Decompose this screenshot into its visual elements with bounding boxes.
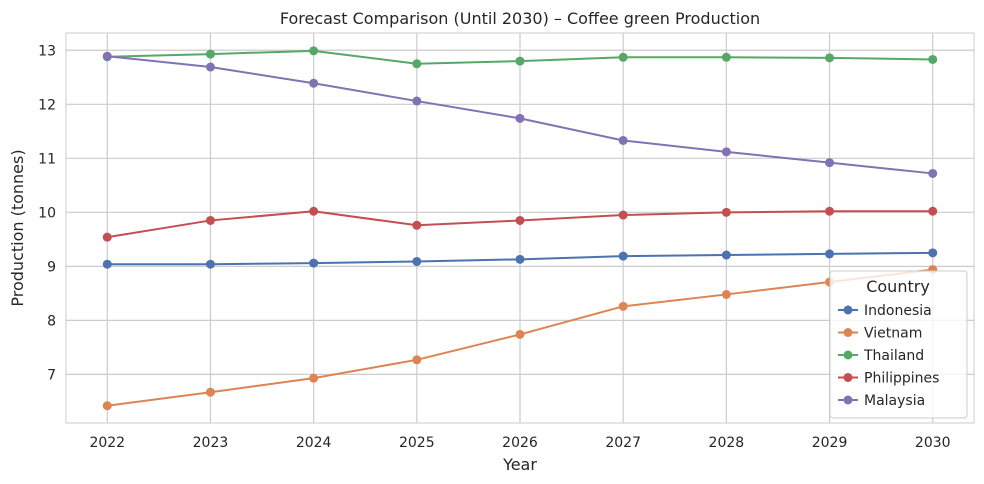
- series-philippines: [102, 206, 938, 242]
- y-tick-label: 7: [47, 367, 56, 383]
- x-tick-label: 2026: [502, 435, 538, 451]
- legend-item-thailand: Thailand: [838, 348, 924, 364]
- data-point: [309, 46, 319, 56]
- data-point: [309, 206, 319, 216]
- chart-title: Forecast Comparison (Until 2030) – Coffe…: [280, 9, 760, 28]
- y-tick-labels: 7 8 9 10 11 12 13: [38, 43, 56, 383]
- legend-label: Philippines: [864, 371, 939, 387]
- data-point: [618, 210, 628, 220]
- data-point: [825, 249, 835, 259]
- data-point: [721, 207, 731, 217]
- legend-item-malaysia: Malaysia: [838, 393, 925, 409]
- data-point: [825, 53, 835, 63]
- data-point: [309, 78, 319, 88]
- x-tick-label: 2027: [605, 435, 641, 451]
- data-point: [412, 96, 422, 106]
- data-point: [412, 220, 422, 230]
- legend-marker: [843, 305, 853, 315]
- y-tick-label: 9: [47, 259, 56, 275]
- legend-label: Vietnam: [864, 326, 922, 342]
- plot-frame: [65, 32, 975, 424]
- y-tick-label: 8: [47, 313, 56, 329]
- legend-items: Indonesia Vietnam Thailand Philippines Malay…: [838, 303, 939, 409]
- x-tick-label: 2024: [296, 435, 332, 451]
- data-point: [721, 147, 731, 157]
- data-point: [721, 52, 731, 62]
- legend-marker: [843, 395, 853, 405]
- legend-item-indonesia: Indonesia: [838, 303, 932, 319]
- data-point: [205, 387, 215, 397]
- legend-marker: [843, 328, 853, 337]
- data-point: [515, 254, 525, 264]
- data-point: [205, 49, 215, 59]
- data-point: [515, 56, 525, 66]
- series-group: [102, 46, 938, 411]
- legend-marker: [843, 373, 853, 382]
- x-axis-title: Year: [502, 455, 537, 474]
- data-point: [618, 301, 628, 311]
- y-tick-label: 13: [38, 43, 56, 59]
- data-point: [102, 51, 112, 61]
- data-point: [102, 259, 112, 269]
- y-tick-label: 12: [38, 97, 56, 113]
- x-tick-label: 2022: [89, 435, 125, 451]
- data-point: [618, 52, 628, 62]
- data-point: [309, 373, 319, 383]
- x-tick-label: 2023: [193, 435, 229, 451]
- series-indonesia: [102, 248, 938, 269]
- data-point: [412, 256, 422, 266]
- data-point: [412, 355, 422, 365]
- data-point: [928, 248, 938, 258]
- data-point: [825, 206, 835, 216]
- legend-box: [829, 270, 968, 419]
- data-point: [515, 113, 525, 123]
- legend-item-philippines: Philippines: [838, 371, 939, 387]
- data-point: [205, 259, 215, 269]
- data-point: [618, 251, 628, 261]
- y-axis-title: Production (tonnes): [8, 149, 27, 306]
- series-malaysia: [102, 51, 938, 178]
- legend-label: Thailand: [863, 348, 924, 364]
- grid: [66, 33, 974, 423]
- data-point: [928, 168, 938, 178]
- data-point: [515, 215, 525, 225]
- data-point: [618, 135, 628, 145]
- y-tick-label: 10: [38, 205, 56, 221]
- legend: Country Indonesia Vietnam Thailand Philippi…: [829, 270, 968, 419]
- y-tick-label: 11: [38, 151, 56, 167]
- legend-label: Indonesia: [864, 303, 932, 319]
- data-point: [825, 158, 835, 168]
- data-point: [102, 401, 112, 411]
- data-point: [515, 329, 525, 339]
- x-tick-label: 2025: [399, 435, 435, 451]
- data-point: [309, 258, 319, 268]
- data-point: [412, 59, 422, 69]
- data-point: [721, 289, 731, 299]
- legend-marker: [843, 350, 853, 360]
- data-point: [928, 54, 938, 64]
- x-tick-label: 2028: [709, 435, 745, 451]
- data-point: [102, 232, 112, 242]
- legend-title: Country: [866, 277, 930, 296]
- x-tick-labels: 2022 2023 2024 2025 2026 2027 2028 2029 2030: [89, 435, 950, 451]
- legend-label: Malaysia: [864, 393, 925, 409]
- data-point: [205, 62, 215, 72]
- legend-item-vietnam: Vietnam: [838, 326, 922, 342]
- data-point: [928, 206, 938, 216]
- data-point: [721, 250, 731, 260]
- x-tick-label: 2029: [812, 435, 848, 451]
- data-point: [205, 215, 215, 225]
- x-tick-label: 2030: [915, 435, 951, 451]
